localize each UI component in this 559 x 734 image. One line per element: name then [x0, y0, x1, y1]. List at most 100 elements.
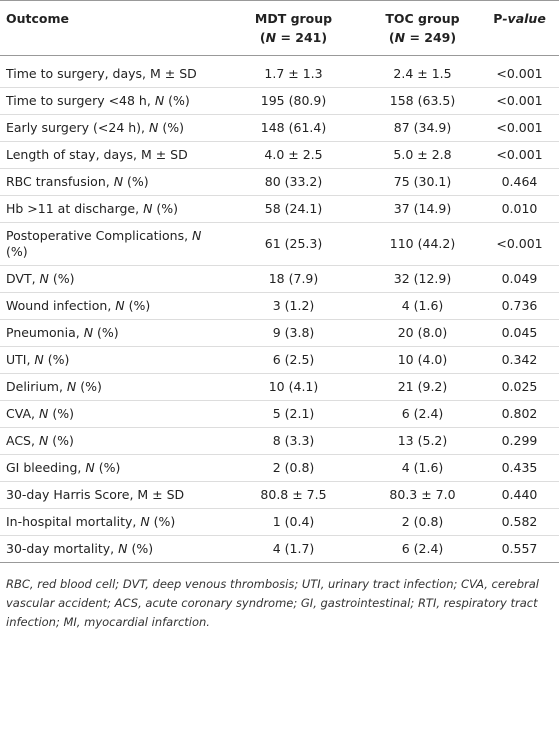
row-label: Early surgery (<24 h), N (%) — [0, 115, 222, 142]
italic-text: N — [115, 298, 125, 313]
cell: <0.001 — [480, 223, 559, 266]
text: 0.736 — [501, 298, 538, 313]
cell: 0.299 — [480, 428, 559, 455]
italic-text: N — [66, 379, 77, 394]
table-row: GI bleeding, N (%) 2 (0.8) 4 (1.6) 0.435 — [0, 455, 559, 482]
text: <0.001 — [496, 147, 543, 162]
text: Time to surgery, days, M ± SD — [6, 66, 197, 81]
italic-text: N — [143, 201, 153, 216]
text: TOC group — [385, 11, 460, 26]
cell: 0.440 — [480, 482, 559, 509]
cell: 0.025 — [480, 374, 559, 401]
text: (%) — [76, 379, 102, 394]
text: 0.045 — [501, 325, 538, 340]
text: 0.464 — [501, 174, 538, 189]
text: 0.342 — [501, 352, 538, 367]
cell: 0.010 — [480, 196, 559, 223]
table-row: Postoperative Complications, N (%) 61 (25… — [0, 223, 559, 266]
italic-text: N — [118, 541, 128, 556]
text: (%) — [6, 244, 28, 259]
row-label: 30-day mortality, N (%) — [0, 536, 222, 563]
cell: 2 (0.8) — [365, 509, 480, 536]
cell: 87 (34.9) — [365, 115, 480, 142]
row-label: Hb >11 at discharge, N (%) — [0, 196, 222, 223]
cell: 4.0 ± 2.5 — [222, 142, 365, 169]
text: 110 (44.2) — [389, 236, 456, 251]
cell: 6 (2.5) — [222, 347, 365, 374]
table-row: Early surgery (<24 h), N (%) 148 (61.4) 87… — [0, 115, 559, 142]
text: 4 (1.7) — [272, 541, 315, 556]
table-row: RBC transfusion, N (%) 80 (33.2) 75 (30.1)… — [0, 169, 559, 196]
text: Time to surgery <48 h, — [6, 93, 155, 108]
text: 30-day Harris Score, M ± SD — [6, 487, 185, 502]
cell: 80 (33.2) — [222, 169, 365, 196]
text: 10 (4.1) — [268, 379, 319, 394]
text: Length of stay, days, M ± SD — [6, 147, 188, 162]
text: 37 (14.9) — [393, 201, 452, 216]
text: 4.0 ± 2.5 — [264, 147, 323, 162]
text: Outcome — [6, 11, 70, 26]
text: 5 (2.1) — [272, 406, 315, 421]
cell: 0.049 — [480, 266, 559, 293]
cell: 58 (24.1) — [222, 196, 365, 223]
row-label: Pneumonia, N (%) — [0, 320, 222, 347]
text: 0.049 — [501, 271, 538, 286]
text: 0.299 — [501, 433, 538, 448]
italic-text: N — [192, 228, 202, 243]
text: 0.802 — [501, 406, 538, 421]
text: ACS, — [6, 433, 39, 448]
text: (%) — [94, 460, 121, 475]
italic-text: N — [140, 514, 150, 529]
cell: 2.4 ± 1.5 — [365, 56, 480, 88]
text: 21 (9.2) — [397, 379, 448, 394]
cell: 80.3 ± 7.0 — [365, 482, 480, 509]
text: <0.001 — [496, 120, 543, 135]
cell: 5 (2.1) — [222, 401, 365, 428]
table-row: DVT, N (%) 18 (7.9) 32 (12.9) 0.049 — [0, 266, 559, 293]
text: ( — [388, 30, 395, 45]
text: 4 (1.6) — [401, 460, 444, 475]
text: 30-day mortality, — [6, 541, 119, 556]
text: Delirium, — [6, 379, 67, 394]
text: 0.440 — [501, 487, 538, 502]
text: 20 (8.0) — [397, 325, 448, 340]
cell: 110 (44.2) — [365, 223, 480, 266]
cell: 4 (1.6) — [365, 293, 480, 320]
italic-text: N — [83, 325, 94, 340]
italic-text: N — [85, 460, 95, 475]
text: Postoperative Complications, — [6, 228, 193, 243]
text: 1 (0.4) — [272, 514, 315, 529]
row-label: 30-day Harris Score, M ± SD — [0, 482, 222, 509]
text: 9 (3.8) — [272, 325, 315, 340]
column-header: Outcome — [0, 1, 222, 56]
text: DVT, — [6, 271, 40, 286]
header-row: Outcome MDT group (N = 241) TOC group (N = 2… — [0, 0, 559, 56]
row-label: Postoperative Complications, N (%) — [0, 223, 222, 266]
row-label: Wound infection, N (%) — [0, 293, 222, 320]
cell: 8 (3.3) — [222, 428, 365, 455]
table-row: Length of stay, days, M ± SD 4.0 ± 2.5 5.0… — [0, 142, 559, 169]
cell: 0.802 — [480, 401, 559, 428]
cell: 0.464 — [480, 169, 559, 196]
text: 2 (0.8) — [272, 460, 315, 475]
row-label: CVA, N (%) — [0, 401, 222, 428]
text: 80.3 ± 7.0 — [389, 487, 456, 502]
text: CVA, — [6, 406, 39, 421]
text: 0.582 — [501, 514, 538, 529]
text: (%) — [158, 120, 184, 135]
text: UTI, — [6, 352, 35, 367]
italic-text: N — [394, 30, 406, 45]
text: 0.025 — [501, 379, 538, 394]
text: Wound infection, — [6, 298, 116, 313]
cell: 13 (5.2) — [365, 428, 480, 455]
cell: 4 (1.6) — [365, 455, 480, 482]
text: Early surgery (<24 h), — [6, 120, 150, 135]
column-header: P-value — [480, 1, 559, 56]
cell: <0.001 — [480, 56, 559, 88]
outcome-table: Outcome MDT group (N = 241) TOC group (N = 2… — [0, 0, 559, 563]
cell: 61 (25.3) — [222, 223, 365, 266]
text: 6 (2.5) — [272, 352, 315, 367]
text: RBC transfusion, — [6, 174, 114, 189]
cell: 6 (2.4) — [365, 401, 480, 428]
cell: 2 (0.8) — [222, 455, 365, 482]
